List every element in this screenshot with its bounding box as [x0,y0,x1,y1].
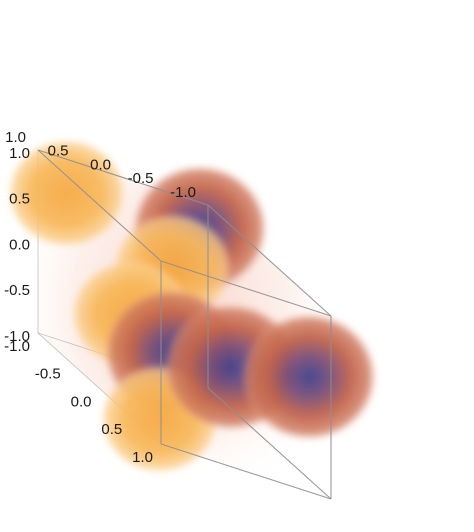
box-edge-front [160,443,332,500]
density-lobe-low [6,138,127,249]
density-lobes [6,138,378,475]
tick-vertical-axis: 0.5 [9,191,30,208]
tick-vertical-axis: 1.0 [9,145,30,162]
box-edge-front [207,387,332,500]
tick-vertical-axis: -1.0 [4,328,30,345]
density-lobe-high [241,312,378,441]
tick-bottom-axis: 1.0 [132,449,153,466]
tick-top-axis: 0.0 [90,156,111,173]
tick-bottom-axis: -0.5 [35,366,61,383]
tick-top-axis: 1.0 [5,129,26,146]
tick-top-axis: 0.5 [48,143,69,160]
tick-top-axis: -0.5 [128,170,154,187]
tick-bottom-axis: 0.5 [101,421,122,438]
tick-bottom-axis: -1.0 [4,338,30,355]
tick-vertical-axis: -0.5 [4,282,30,299]
box-edge-front [37,149,162,262]
box-edge-front [207,204,332,317]
tick-vertical-axis: 0.0 [9,236,30,253]
box-edge-front [160,260,332,317]
tick-top-axis: -1.0 [170,184,196,201]
bounding-box-front-edges [37,149,332,500]
tick-bottom-axis: 0.0 [71,393,92,410]
box-edge-front [37,149,209,206]
axis-ticks: -1.0-0.50.00.51.01.00.50.0-0.5-1.0-1.0-0… [4,129,196,466]
